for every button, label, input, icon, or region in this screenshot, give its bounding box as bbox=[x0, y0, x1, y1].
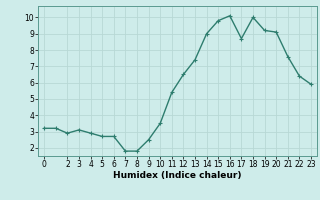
X-axis label: Humidex (Indice chaleur): Humidex (Indice chaleur) bbox=[113, 171, 242, 180]
